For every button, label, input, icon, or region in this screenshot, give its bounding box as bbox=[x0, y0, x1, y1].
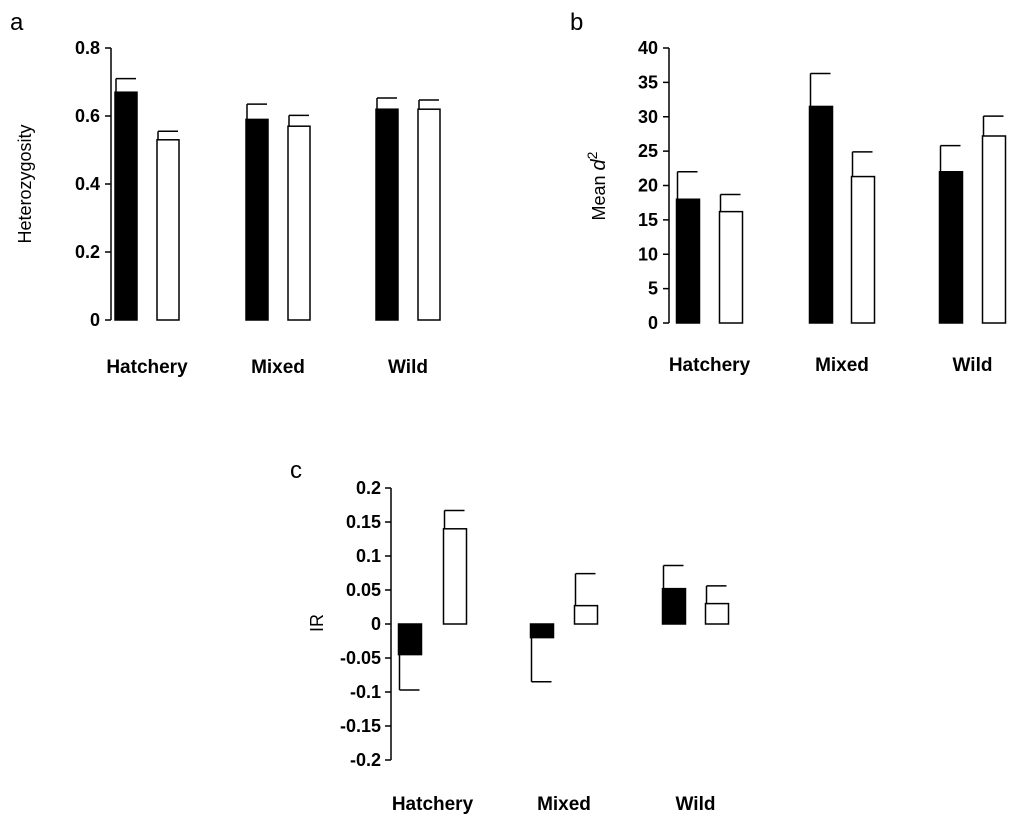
bar-wild-open bbox=[417, 108, 441, 321]
y-tick-label: 0.4 bbox=[75, 174, 100, 194]
y-tick-label: 10 bbox=[638, 244, 658, 264]
y-tick-label: 0.1 bbox=[356, 546, 381, 566]
y-tick-label: -0.1 bbox=[350, 682, 381, 702]
bar-hatchery-open bbox=[442, 528, 468, 625]
panel-label: b bbox=[570, 9, 583, 36]
x-category-label: Mixed bbox=[251, 357, 305, 378]
y-tick-label: 5 bbox=[648, 279, 658, 299]
y-tick-label: 35 bbox=[638, 72, 658, 92]
panel-label: a bbox=[10, 9, 24, 36]
bar-mixed-open bbox=[573, 604, 599, 625]
bar-mixed-open bbox=[287, 125, 311, 321]
bar-wild-open bbox=[704, 602, 730, 625]
bar-hatchery-open bbox=[718, 210, 744, 324]
bar-wild-filled bbox=[938, 171, 964, 324]
panel-c: c -0.2 -0.15 -0.1 -0.05 0 0.05 0.1 0.15 0.2 IR Hatc… bbox=[290, 457, 730, 815]
panel-label: c bbox=[290, 457, 302, 484]
bar-wild-open bbox=[981, 135, 1007, 324]
y-tick-label: 15 bbox=[638, 210, 658, 230]
y-axis-label: Heterozygosity bbox=[15, 124, 35, 243]
y-tick-label: 30 bbox=[638, 107, 658, 127]
y-tick-label: -0.2 bbox=[350, 750, 381, 770]
bar-mixed-filled bbox=[245, 118, 269, 321]
x-category-label: Hatchery bbox=[392, 794, 474, 815]
bar-wild-filled bbox=[661, 587, 687, 625]
y-tick-label: 25 bbox=[638, 141, 658, 161]
bar-mixed-filled bbox=[808, 105, 834, 324]
x-category-label: Mixed bbox=[815, 355, 869, 376]
y-tick-label: 0.2 bbox=[75, 242, 100, 262]
bar-mixed-filled bbox=[529, 623, 555, 639]
bar-hatchery-filled bbox=[675, 198, 701, 324]
bar-mixed-open bbox=[850, 175, 876, 324]
bar-wild-filled bbox=[375, 108, 399, 321]
y-tick-label: 0.8 bbox=[75, 38, 100, 58]
x-category-label: Hatchery bbox=[669, 355, 751, 376]
x-category-label: Mixed bbox=[537, 794, 591, 815]
y-tick-label: 0.15 bbox=[346, 512, 381, 532]
y-tick-label: 0 bbox=[371, 614, 381, 634]
bar-hatchery-filled bbox=[397, 623, 423, 656]
bar-hatchery-open bbox=[156, 139, 180, 321]
x-category-label: Hatchery bbox=[106, 357, 188, 378]
y-axis-label: Mean d2 bbox=[584, 151, 610, 220]
x-category-label: Wild bbox=[388, 357, 428, 378]
y-tick-label: 0.6 bbox=[75, 106, 100, 126]
x-category-label: Wild bbox=[953, 355, 993, 376]
y-tick-label: 0 bbox=[648, 313, 658, 333]
panel-b: b 0 5 10 15 20 25 30 35 40 Mean d2 Hatchery Mixed Wil… bbox=[570, 9, 1007, 376]
y-tick-label: 40 bbox=[638, 38, 658, 58]
y-tick-label: 20 bbox=[638, 176, 658, 196]
y-axis-label: IR bbox=[307, 614, 327, 632]
panel-a: a 0 0.2 0.4 0.6 0.8 Heterozygosity Hatchery Mixe… bbox=[10, 9, 441, 378]
y-tick-label: 0.05 bbox=[346, 580, 381, 600]
y-tick-label: -0.05 bbox=[340, 648, 381, 668]
x-category-label: Wild bbox=[676, 794, 716, 815]
y-tick-label: 0.2 bbox=[356, 478, 381, 498]
bar-hatchery-filled bbox=[114, 91, 138, 321]
y-tick-label: -0.15 bbox=[340, 716, 381, 736]
y-tick-label: 0 bbox=[90, 310, 100, 330]
